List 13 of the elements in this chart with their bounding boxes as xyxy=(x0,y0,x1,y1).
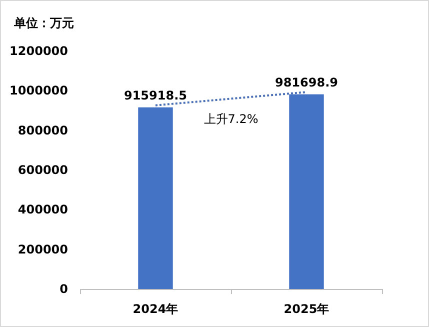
y-tick-label: 0 xyxy=(60,282,68,296)
y-tick-label: 800000 xyxy=(18,123,68,138)
annotation: 上升7.2% xyxy=(204,112,258,126)
data-label: 981698.9 xyxy=(274,75,338,90)
y-tick-label: 600000 xyxy=(18,163,68,177)
y-tick-label: 1000000 xyxy=(10,84,68,98)
y-axis-title: 单位：万元 xyxy=(13,16,74,30)
x-tick-label: 2024年 xyxy=(132,302,178,316)
y-tick-label: 400000 xyxy=(18,202,68,217)
data-label: 915918.5 xyxy=(124,88,188,102)
x-tick-label: 2025年 xyxy=(284,302,330,316)
y-tick-label: 1200000 xyxy=(10,44,68,58)
y-tick-label: 200000 xyxy=(18,242,68,256)
